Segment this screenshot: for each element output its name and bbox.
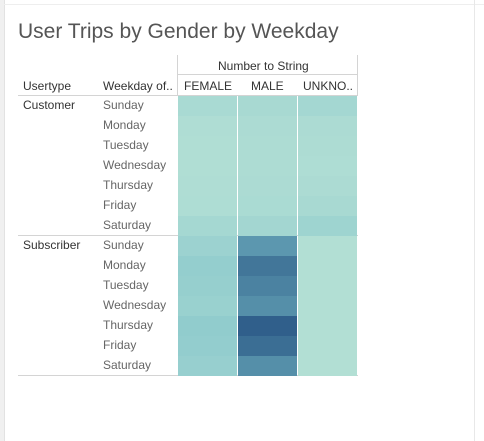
heatmap-cell[interactable]: [298, 336, 357, 356]
column-header-male[interactable]: MALE: [251, 79, 284, 93]
heatmap-cell[interactable]: [178, 136, 237, 156]
heatmap-cell[interactable]: [238, 256, 297, 276]
heatmap-cell[interactable]: [238, 136, 297, 156]
heatmap-cell[interactable]: [178, 256, 237, 276]
heatmap-cell[interactable]: [298, 196, 357, 216]
heatmap-cell[interactable]: [298, 236, 357, 256]
top-border: [4, 4, 484, 5]
heatmap-cell[interactable]: [178, 116, 237, 136]
row-header-usertype: Usertype: [23, 79, 72, 93]
row-label: Tuesday: [103, 138, 149, 152]
column-header-female[interactable]: FEMALE: [184, 79, 233, 93]
row-label: Thursday: [103, 318, 154, 332]
column-group-label: Number to String: [218, 59, 309, 73]
header-divider-left: [177, 55, 178, 95]
heatmap-cell[interactable]: [238, 156, 297, 176]
heatmap-cell[interactable]: [178, 196, 237, 216]
heatmap-cell[interactable]: [238, 336, 297, 356]
row-label: Friday: [103, 198, 137, 212]
heatmap-cell[interactable]: [238, 96, 297, 116]
group-label-customer[interactable]: Customer: [23, 98, 76, 112]
heatmap-cell[interactable]: [298, 116, 357, 136]
heatmap-cell[interactable]: [238, 276, 297, 296]
heatmap-cell[interactable]: [298, 96, 357, 116]
heatmap-cell[interactable]: [238, 116, 297, 136]
heatmap-cell[interactable]: [178, 236, 237, 256]
row-label: Sunday: [103, 238, 144, 252]
row-label: Monday: [103, 258, 146, 272]
row-label: Saturday: [103, 218, 152, 232]
heatmap-cell[interactable]: [298, 176, 357, 196]
header-divider-right: [357, 55, 358, 95]
header-bottom-line: [18, 95, 358, 96]
row-label: Wednesday: [103, 298, 167, 312]
heatmap-cell[interactable]: [238, 316, 297, 336]
heatmap-cell[interactable]: [238, 236, 297, 256]
heatmap-cell[interactable]: [178, 356, 237, 376]
row-label: Friday: [103, 338, 137, 352]
row-label: Saturday: [103, 358, 152, 372]
heatmap-cell[interactable]: [298, 156, 357, 176]
group-label-subscriber[interactable]: Subscriber: [23, 238, 81, 252]
heatmap-cell[interactable]: [238, 196, 297, 216]
heatmap-cell[interactable]: [238, 296, 297, 316]
heatmap-cell[interactable]: [298, 316, 357, 336]
heatmap-cell[interactable]: [178, 176, 237, 196]
heatmap-cell[interactable]: [178, 276, 237, 296]
row-label: Tuesday: [103, 278, 149, 292]
heatmap-cell[interactable]: [298, 276, 357, 296]
heatmap-cell[interactable]: [298, 356, 357, 376]
heatmap-cell[interactable]: [178, 296, 237, 316]
left-panel-edge: [0, 0, 5, 441]
row-label: Wednesday: [103, 158, 167, 172]
heatmap-cell[interactable]: [298, 296, 357, 316]
heatmap-cell[interactable]: [178, 96, 237, 116]
row-label: Sunday: [103, 98, 144, 112]
heatmap-cell[interactable]: [178, 316, 237, 336]
heatmap-cell[interactable]: [298, 216, 357, 236]
heatmap-cell[interactable]: [298, 256, 357, 276]
column-header-unknown[interactable]: UNKNO..: [303, 79, 354, 93]
heatmap-cell[interactable]: [238, 176, 297, 196]
row-label: Monday: [103, 118, 146, 132]
row-header-weekday[interactable]: Weekday of..: [103, 79, 173, 93]
heatmap-cell[interactable]: [178, 336, 237, 356]
heatmap-cell[interactable]: [178, 156, 237, 176]
heatmap-cell[interactable]: [238, 216, 297, 236]
sheet-title: User Trips by Gender by Weekday: [18, 20, 339, 43]
heatmap-cell[interactable]: [298, 136, 357, 156]
row-label: Thursday: [103, 178, 154, 192]
column-group-underline: [178, 74, 357, 75]
heatmap-cell[interactable]: [178, 216, 237, 236]
right-border: [474, 0, 475, 441]
heatmap-cell[interactable]: [238, 356, 297, 376]
